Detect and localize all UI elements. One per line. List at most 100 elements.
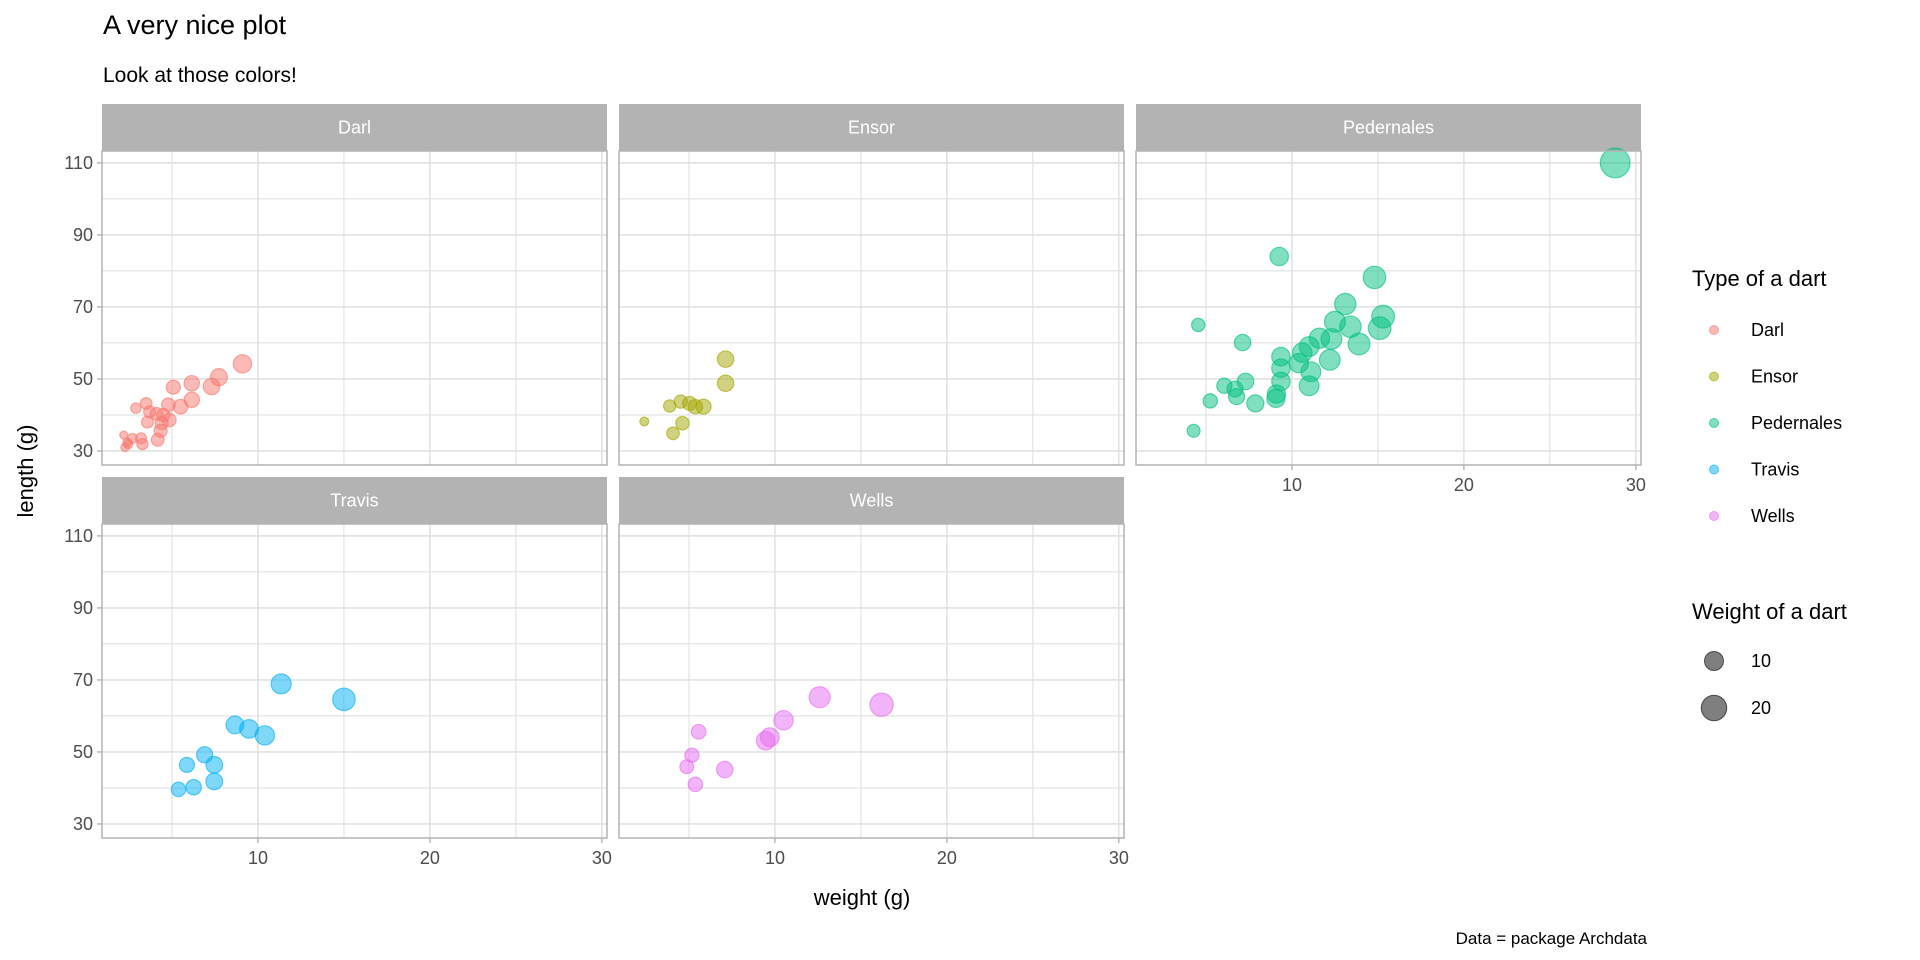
facet-panel-pedernales: Pedernales 10 20 30 <box>1135 104 1646 495</box>
legend-swatch <box>1709 464 1719 475</box>
data-point <box>1298 375 1320 397</box>
legend-swatch <box>1709 418 1719 428</box>
data-point <box>716 350 735 368</box>
x-tick-label: 20 <box>937 848 957 868</box>
x-tick-label: 10 <box>248 848 268 868</box>
legend-label: Wells <box>1751 506 1795 526</box>
y-tick-label: 110 <box>64 526 93 546</box>
legend-item-pedernales: Pedernales <box>1709 413 1842 433</box>
caption: Data = package Archdata <box>1456 929 1648 948</box>
size-legend-swatch <box>1703 650 1725 672</box>
facet-strip <box>102 104 607 151</box>
facet-strip-label: Pedernales <box>1343 118 1434 138</box>
facet-panels: Darl 30 50 70 90 110 Ensor Pedernales 10 20 30 Trav… <box>64 104 1646 868</box>
data-point <box>205 755 224 774</box>
panel-border <box>101 523 608 839</box>
legend-label: Ensor <box>1751 367 1798 387</box>
panel-border <box>618 150 1125 466</box>
data-point <box>202 377 221 396</box>
panel-border <box>101 150 608 466</box>
data-point <box>1333 292 1357 316</box>
data-point <box>1233 333 1252 352</box>
y-axis-title: length (g) <box>13 425 38 518</box>
data-point <box>666 426 680 441</box>
data-point <box>122 437 133 448</box>
y-tick-label: 50 <box>73 369 93 389</box>
facet-strip <box>102 477 607 524</box>
x-tick-label: 30 <box>592 848 612 868</box>
data-point <box>205 772 224 791</box>
data-point <box>639 416 650 427</box>
data-point <box>808 686 831 709</box>
x-tick-label: 30 <box>1626 475 1646 495</box>
data-point <box>254 725 276 746</box>
data-point <box>773 709 794 731</box>
size-legend-swatch <box>1700 694 1728 722</box>
data-point <box>1347 332 1371 356</box>
color-legend-title: Type of a dart <box>1692 266 1827 291</box>
facet-panel-travis: Travis 30 50 70 90 110 10 20 30 <box>64 477 612 868</box>
legend: Type of a dart Darl Ensor Pedernales Travis… <box>1692 266 1847 722</box>
facet-strip-label: Wells <box>850 491 894 511</box>
panel-border <box>1135 150 1642 466</box>
data-point <box>695 398 712 415</box>
data-point <box>1246 394 1265 413</box>
data-point <box>1269 246 1290 267</box>
facet-strip <box>1136 104 1641 151</box>
legend-swatch <box>1709 325 1719 335</box>
legend-label: Darl <box>1751 320 1784 340</box>
y-tick-label: 90 <box>73 225 93 245</box>
legend-swatch <box>1709 371 1719 382</box>
legend-label: Pedernales <box>1751 413 1842 433</box>
data-point <box>1190 317 1206 333</box>
size-legend-label: 10 <box>1751 651 1771 671</box>
facet-strip <box>619 104 1124 151</box>
data-point <box>232 354 253 374</box>
x-tick-label: 10 <box>1282 475 1302 495</box>
data-point <box>675 415 690 431</box>
facet-panel-ensor: Ensor <box>618 104 1125 466</box>
y-tick-label: 110 <box>64 153 93 173</box>
data-point <box>679 759 695 775</box>
data-point <box>1599 147 1631 179</box>
y-tick-label: 50 <box>73 742 93 762</box>
data-point <box>690 723 707 740</box>
data-point <box>150 432 165 447</box>
data-point <box>1266 388 1286 409</box>
facet-strip-label: Darl <box>338 118 371 138</box>
x-tick-label: 10 <box>765 848 785 868</box>
x-tick-label: 20 <box>420 848 440 868</box>
data-point <box>140 415 154 429</box>
y-tick-label: 70 <box>73 297 93 317</box>
data-point <box>1227 387 1246 406</box>
legend-label: Travis <box>1751 460 1799 480</box>
data-point <box>1362 265 1387 290</box>
legend-item-travis: Travis <box>1709 460 1799 480</box>
data-point <box>165 379 181 395</box>
facet-strip-label: Ensor <box>848 118 895 138</box>
data-point <box>1318 348 1341 371</box>
data-point <box>170 781 187 798</box>
data-point <box>1367 316 1392 341</box>
data-point <box>178 756 196 774</box>
size-legend-label: 20 <box>1751 698 1771 718</box>
data-point <box>1186 423 1201 438</box>
data-point <box>716 374 735 393</box>
x-tick-label: 20 <box>1454 475 1474 495</box>
chart-title: A very nice plot <box>103 10 287 40</box>
chart-subtitle: Look at those colors! <box>103 64 297 87</box>
legend-item-ensor: Ensor <box>1709 367 1798 387</box>
size-legend-item: 20 <box>1700 694 1771 722</box>
facet-strip-label: Travis <box>330 491 378 511</box>
data-point <box>332 687 356 712</box>
data-point <box>183 374 201 392</box>
data-point <box>687 776 704 793</box>
y-tick-label: 30 <box>73 814 93 834</box>
panel-border <box>618 523 1125 839</box>
y-tick-label: 30 <box>73 441 93 461</box>
size-legend-title: Weight of a dart <box>1692 599 1847 624</box>
data-point <box>130 402 142 414</box>
x-tick-label: 30 <box>1109 848 1129 868</box>
facet-panel-wells: Wells 10 20 30 <box>618 477 1129 868</box>
